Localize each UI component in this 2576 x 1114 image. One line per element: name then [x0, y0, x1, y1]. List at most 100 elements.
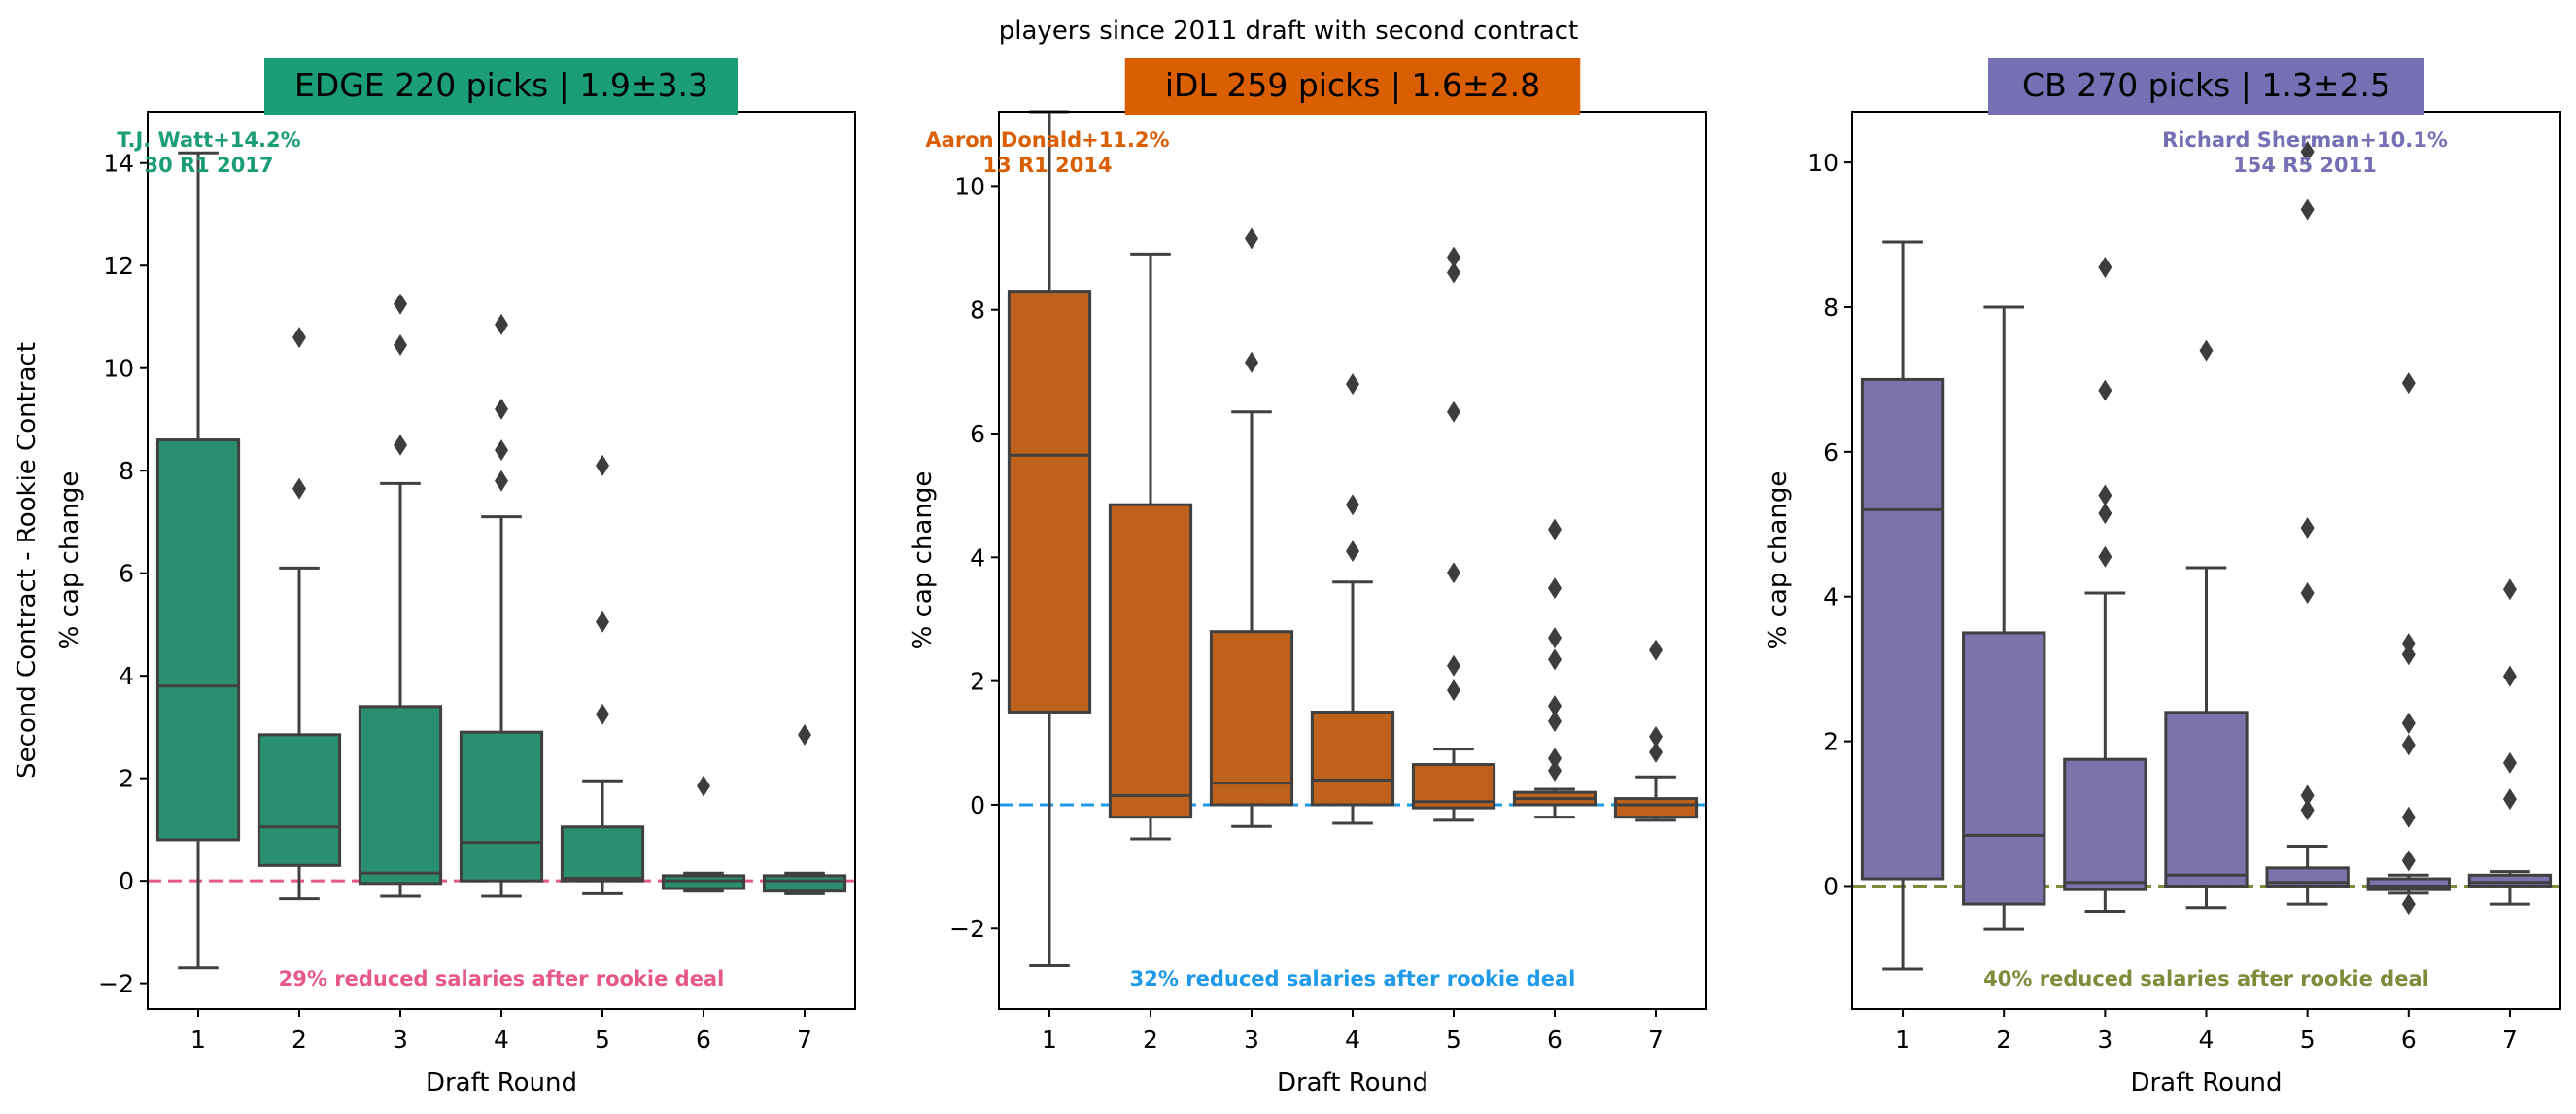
- y-tick-label: 10: [954, 172, 985, 200]
- top-annotation-name: T.J. Watt+14.2%: [117, 128, 300, 152]
- x-tick-label: 2: [1143, 1026, 1158, 1054]
- panel-title-background: [1124, 58, 1581, 115]
- y-tick-label: 0: [970, 791, 985, 819]
- panel-title-background: [264, 58, 738, 115]
- outlier-point: [1548, 577, 1562, 600]
- outlier-point: [1346, 540, 1359, 562]
- outlier-point: [2300, 799, 2315, 821]
- box-5: [2265, 140, 2350, 906]
- outlier-point: [2401, 850, 2416, 872]
- outlier-point: [2199, 339, 2214, 362]
- y-tick-label: −2: [98, 970, 134, 998]
- box-1: [1007, 110, 1092, 967]
- iqr-box: [762, 874, 847, 893]
- outlier-point: [2300, 517, 2315, 540]
- y-axis-label: % cap change: [55, 471, 85, 650]
- box-5: [1411, 246, 1496, 822]
- iqr-box: [2366, 877, 2451, 891]
- outlier-point: [394, 293, 407, 315]
- outlier-point: [1548, 648, 1562, 671]
- x-tick-label: 6: [1547, 1026, 1563, 1054]
- y-tick-label: 6: [119, 560, 134, 588]
- panel-title: CB 270 picks | 1.3±2.5: [2022, 66, 2390, 104]
- x-tick-label: 6: [2401, 1026, 2417, 1054]
- panel-title: EDGE 220 picks | 1.9±3.3: [294, 66, 708, 104]
- box-7: [762, 723, 847, 895]
- y-tick-label: 10: [103, 355, 134, 383]
- outlier-point: [1447, 261, 1460, 284]
- outlier-point: [1447, 400, 1460, 423]
- x-tick-label: 1: [1042, 1026, 1057, 1054]
- iqr-box: [155, 438, 241, 842]
- outlier-point: [596, 454, 609, 476]
- outlier-point: [1447, 679, 1460, 702]
- outlier-point: [596, 703, 609, 725]
- box-2: [1962, 305, 2046, 931]
- outlier-point: [495, 398, 508, 420]
- outlier-point: [1245, 351, 1258, 373]
- outlier-point: [1548, 695, 1562, 717]
- outlier-point: [1245, 227, 1258, 250]
- x-axis-label: Draft Round: [426, 1068, 577, 1097]
- bottom-annotation: 32% reduced salaries after rookie deal: [1130, 967, 1576, 991]
- box-3: [358, 293, 443, 898]
- x-axis-label: Draft Round: [1277, 1068, 1428, 1097]
- box-6: [2366, 372, 2451, 916]
- outlier-point: [394, 434, 407, 456]
- x-tick-label: 3: [393, 1026, 408, 1054]
- y-axis-label: % cap change: [1764, 471, 1793, 650]
- x-tick-label: 5: [2300, 1026, 2316, 1054]
- outlier-point: [1649, 639, 1663, 661]
- outlier-point: [1447, 562, 1460, 584]
- y-tick-label: 10: [1807, 149, 1838, 177]
- iqr-box: [1860, 377, 1945, 881]
- x-tick-label: 3: [2097, 1026, 2112, 1054]
- iqr-box: [1962, 631, 2046, 906]
- outlier-point: [1548, 748, 1562, 770]
- box-7: [2467, 578, 2553, 906]
- x-tick-label: 5: [595, 1026, 610, 1054]
- y-tick-label: 6: [970, 420, 985, 448]
- outlier-point: [1548, 627, 1562, 649]
- outlier-point: [2098, 379, 2112, 401]
- box-2: [257, 327, 342, 901]
- outlier-point: [2098, 503, 2112, 525]
- y-tick-label: 8: [1823, 294, 1838, 322]
- outlier-point: [2401, 633, 2416, 655]
- box-1: [1860, 240, 1945, 971]
- y-tick-label: 8: [970, 296, 985, 325]
- outlier-point: [2502, 788, 2517, 811]
- outlier-point: [292, 477, 306, 500]
- x-tick-label: 4: [494, 1026, 509, 1054]
- y-tick-label: 2: [970, 668, 985, 696]
- y-tick-label: 4: [119, 662, 134, 690]
- x-tick-label: 7: [797, 1026, 812, 1054]
- iqr-box: [1209, 630, 1294, 807]
- outlier-point: [2098, 257, 2112, 279]
- x-tick-label: 4: [2199, 1026, 2215, 1054]
- bottom-annotation: 29% reduced salaries after rookie deal: [279, 967, 725, 991]
- top-annotation-pick: 13 R1 2014: [982, 154, 1112, 177]
- box-3: [1209, 227, 1294, 828]
- box-2: [1108, 252, 1193, 841]
- x-tick-label: 1: [190, 1026, 206, 1054]
- outlier-point: [2098, 545, 2112, 568]
- x-tick-label: 7: [2502, 1026, 2518, 1054]
- box-4: [2164, 339, 2249, 910]
- box-1: [155, 151, 241, 970]
- outlier-point: [2401, 712, 2416, 734]
- outlier-point: [292, 327, 306, 349]
- y-axis-label: % cap change: [909, 471, 938, 650]
- top-annotation-name: Aaron Donald+11.2%: [925, 128, 1169, 152]
- iqr-box: [1007, 290, 1092, 714]
- box-7: [1613, 639, 1699, 822]
- y-tick-label: 8: [119, 457, 134, 485]
- x-tick-label: 4: [1345, 1026, 1360, 1054]
- outlier-point: [2401, 806, 2416, 828]
- outlier-point: [495, 439, 508, 462]
- y-tick-label: 6: [1823, 438, 1838, 467]
- outlier-point: [1447, 654, 1460, 677]
